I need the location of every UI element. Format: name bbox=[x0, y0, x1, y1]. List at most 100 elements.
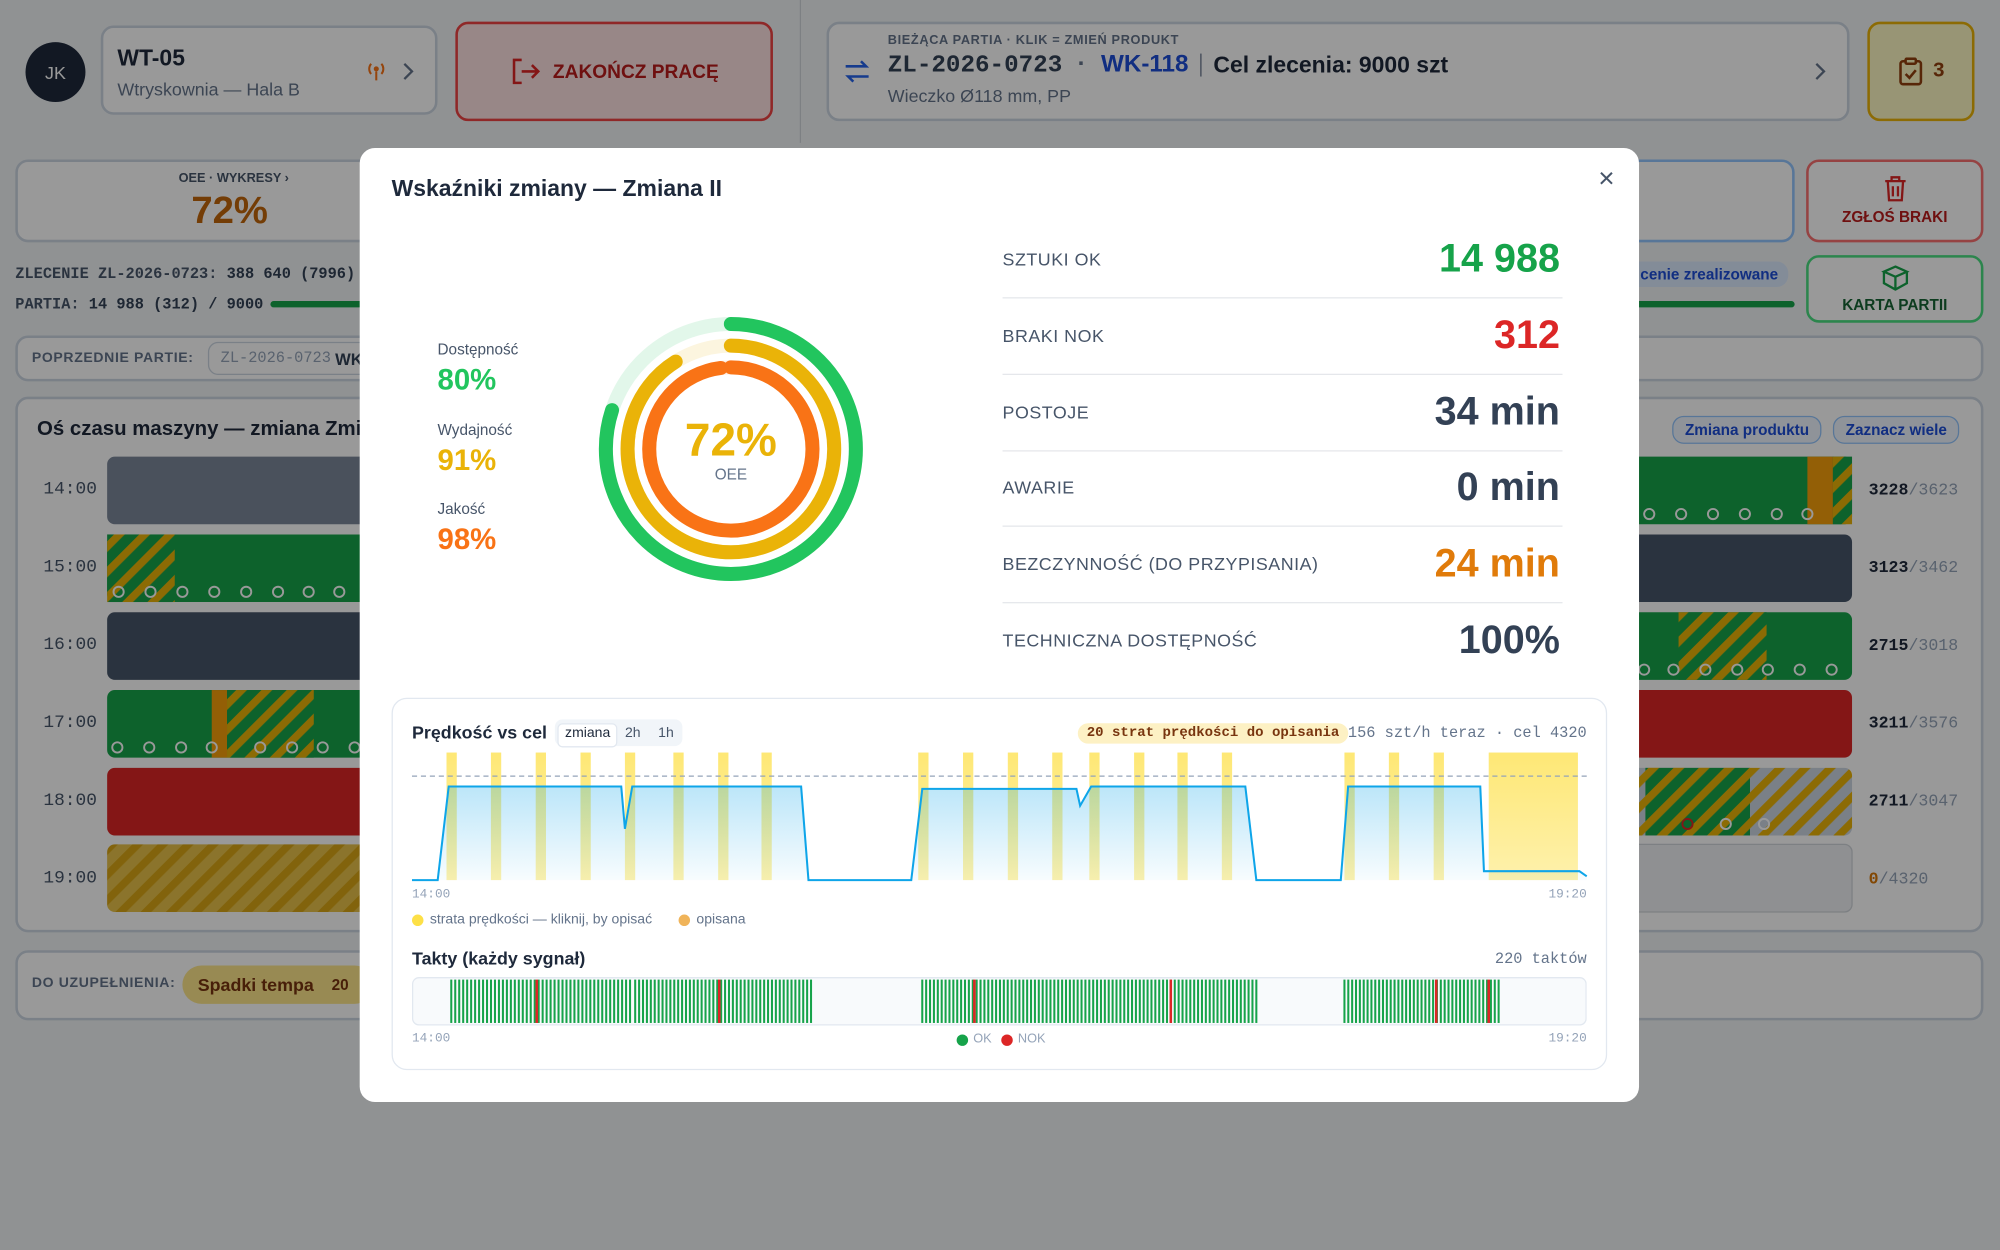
tick-ok bbox=[747, 979, 750, 1023]
order-label: ZLECENIE ZL-2026-0723: bbox=[15, 265, 218, 284]
tick-ok bbox=[774, 979, 777, 1023]
oee-card[interactable] bbox=[15, 159, 398, 243]
row bbox=[107, 612, 1853, 680]
tick-ok bbox=[529, 979, 532, 1023]
tick-ok bbox=[1239, 979, 1242, 1023]
todo-item: Spadki tempa bbox=[197, 974, 314, 995]
tick-ok bbox=[1247, 979, 1250, 1023]
loss-badge[interactable]: 20 strat prędkości do opisania bbox=[1077, 723, 1349, 744]
tick-ok bbox=[681, 979, 684, 1023]
tick-ok bbox=[1026, 979, 1029, 1023]
tick-ok bbox=[525, 979, 528, 1023]
tick-ok bbox=[1366, 979, 1369, 1023]
tick-ok bbox=[454, 979, 457, 1023]
chevron bbox=[403, 62, 414, 80]
tick-ok bbox=[617, 979, 620, 1023]
tab[interactable]: 1h bbox=[658, 725, 674, 742]
tick-ok bbox=[755, 979, 758, 1023]
tick-ok bbox=[798, 979, 801, 1023]
tick-ok bbox=[1002, 979, 1005, 1023]
tick-ok bbox=[565, 979, 568, 1023]
tick-ok bbox=[987, 979, 990, 1023]
tick-ok bbox=[1049, 979, 1052, 1023]
tick-ok bbox=[1493, 979, 1496, 1023]
tick-ok bbox=[724, 979, 727, 1023]
tick-ok bbox=[1146, 979, 1149, 1023]
machine-card[interactable] bbox=[100, 25, 438, 115]
row bbox=[107, 767, 1853, 836]
tick-ok bbox=[537, 979, 540, 1023]
tick-ok bbox=[1470, 979, 1473, 1023]
tick-ok bbox=[1127, 979, 1130, 1023]
product: WK-118 bbox=[1100, 51, 1189, 78]
batch-card[interactable] bbox=[826, 21, 1850, 122]
progress-bar bbox=[1632, 301, 1795, 308]
tick-ok bbox=[482, 979, 485, 1023]
tick-ok bbox=[1022, 979, 1025, 1023]
tasks-button[interactable]: 3 bbox=[1867, 21, 1975, 122]
tick-ok bbox=[669, 979, 672, 1023]
tick-ok bbox=[1432, 979, 1435, 1023]
oee-caption: OEE · WYKRESY › bbox=[178, 171, 289, 186]
timeline-bars bbox=[107, 456, 1853, 913]
tick-ok bbox=[751, 979, 754, 1023]
tick-nok bbox=[1487, 979, 1490, 1023]
gauge-name: Wydajność bbox=[437, 420, 513, 439]
tick-ok bbox=[1096, 979, 1099, 1023]
tick-ok bbox=[1401, 979, 1404, 1023]
divider bbox=[1002, 526, 1563, 528]
tick-ok bbox=[1408, 979, 1411, 1023]
tick-ok bbox=[967, 979, 970, 1023]
action-chip[interactable]: Zmiana produktu bbox=[1672, 415, 1822, 444]
hour-label: 16:00 bbox=[43, 635, 97, 656]
tick-ok bbox=[1412, 979, 1415, 1023]
tick-ok bbox=[716, 979, 719, 1023]
hour-label: 19:00 bbox=[43, 868, 97, 890]
tick-ok bbox=[509, 979, 512, 1023]
tick-ok bbox=[932, 979, 935, 1023]
oee-gauge bbox=[598, 316, 863, 581]
tick-ok bbox=[657, 979, 660, 1023]
speed-info: 156 szt/h teraz · cel 4320 bbox=[1347, 724, 1587, 743]
tab[interactable]: zmiana bbox=[557, 723, 618, 748]
chevron bbox=[1815, 62, 1826, 80]
tick-ok bbox=[1497, 979, 1500, 1023]
tick-ok bbox=[948, 979, 951, 1023]
tick-ok bbox=[1064, 979, 1068, 1023]
order-target: Cel zlecenia: 9000 szt bbox=[1213, 51, 1449, 78]
metric-value: 312 bbox=[1493, 312, 1560, 357]
tick-ok bbox=[625, 979, 628, 1023]
action-chip[interactable]: Zaznacz wiele bbox=[1832, 415, 1960, 444]
tick-ok bbox=[1455, 979, 1458, 1023]
tick-ok bbox=[975, 979, 978, 1023]
close-button[interactable]: × bbox=[1598, 161, 1615, 194]
tick-ok bbox=[1123, 979, 1126, 1023]
oee-name: OEE bbox=[714, 465, 748, 484]
tick-ok bbox=[1466, 979, 1469, 1023]
tick-ok bbox=[1235, 979, 1238, 1023]
tick-ok bbox=[1482, 979, 1485, 1023]
tick-ok bbox=[505, 979, 508, 1023]
tab[interactable]: 2h bbox=[624, 725, 641, 742]
gauge-value: 91% bbox=[437, 442, 497, 476]
tick-ok bbox=[513, 979, 516, 1023]
todo-chip[interactable]: Spadki tempa 20 bbox=[182, 965, 374, 1004]
gauge-arc bbox=[642, 360, 820, 538]
tick-nok bbox=[1434, 979, 1438, 1023]
tick-ok bbox=[462, 979, 465, 1023]
tick-ok bbox=[1131, 979, 1134, 1023]
tick-ok bbox=[1006, 979, 1009, 1023]
batch-card-button[interactable]: KARTA PARTII bbox=[1806, 255, 1984, 323]
batch-card: KARTA PARTII bbox=[1842, 295, 1948, 314]
tick-ok bbox=[545, 979, 548, 1023]
end-work-button[interactable]: ZAKOŃCZ PRACĘ bbox=[455, 21, 773, 122]
tick-ok bbox=[770, 979, 773, 1023]
batch-value: 14 988 (312) / 9000 bbox=[88, 295, 264, 314]
metric-label: AWARIE bbox=[1002, 477, 1075, 498]
report-scrap-button[interactable]: ZGŁOŚ BRAKI bbox=[1806, 159, 1984, 243]
speed-loss[interactable] bbox=[1488, 752, 1578, 881]
tick-ok bbox=[1057, 979, 1060, 1023]
legend-dot bbox=[1001, 1034, 1013, 1046]
tick-ok bbox=[573, 979, 576, 1023]
tick-ok bbox=[653, 979, 656, 1023]
